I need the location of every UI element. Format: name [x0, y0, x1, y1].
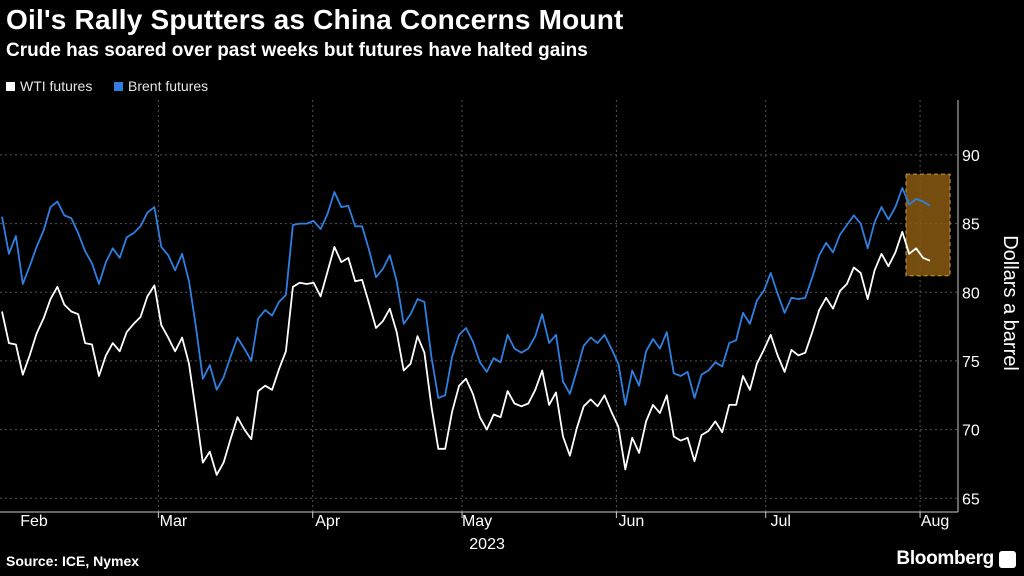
- source-note: Source: ICE, Nymex: [6, 553, 140, 569]
- series-line-brent: [1, 187, 931, 406]
- highlight-box: [905, 173, 951, 277]
- bloomberg-logo: Bloomberg: [896, 548, 994, 569]
- y-tick-label-80: 80: [962, 285, 980, 302]
- legend-item-brent: Brent futures: [114, 78, 208, 94]
- y-tick-label-75: 75: [962, 354, 980, 371]
- x-tick-label-aug: Aug: [921, 513, 949, 530]
- legend-label-brent: Brent futures: [128, 78, 209, 94]
- chart-title: Oil's Rally Sputters as China Concerns M…: [6, 4, 624, 35]
- series-line-wti: [1, 230, 931, 476]
- x-tick-label-jul: Jul: [771, 513, 791, 530]
- y-tick-label-70: 70: [962, 423, 980, 440]
- y-axis-title: Dollars a barrel: [999, 235, 1021, 371]
- legend-label-wti: WTI futures: [20, 78, 93, 94]
- x-tick-label-feb: Feb: [20, 513, 48, 530]
- legend-item-wti: WTI futures: [6, 78, 92, 94]
- legend-swatch-wti: [6, 81, 15, 91]
- chart-subtitle: Crude has soared over past weeks but fut…: [6, 40, 588, 61]
- legend-swatch-brent: [114, 81, 123, 91]
- y-tick-label-65: 65: [962, 491, 980, 508]
- x-tick-label-apr: Apr: [315, 513, 341, 530]
- bloomberg-mark-icon: [999, 551, 1016, 568]
- x-tick-label-may: May: [462, 513, 492, 530]
- x-tick-label-mar: Mar: [160, 513, 188, 530]
- y-tick-label-85: 85: [962, 217, 980, 234]
- x-year-label: 2023: [469, 536, 505, 553]
- y-tick-label-90: 90: [962, 148, 980, 165]
- x-tick-label-jun: Jun: [618, 513, 644, 530]
